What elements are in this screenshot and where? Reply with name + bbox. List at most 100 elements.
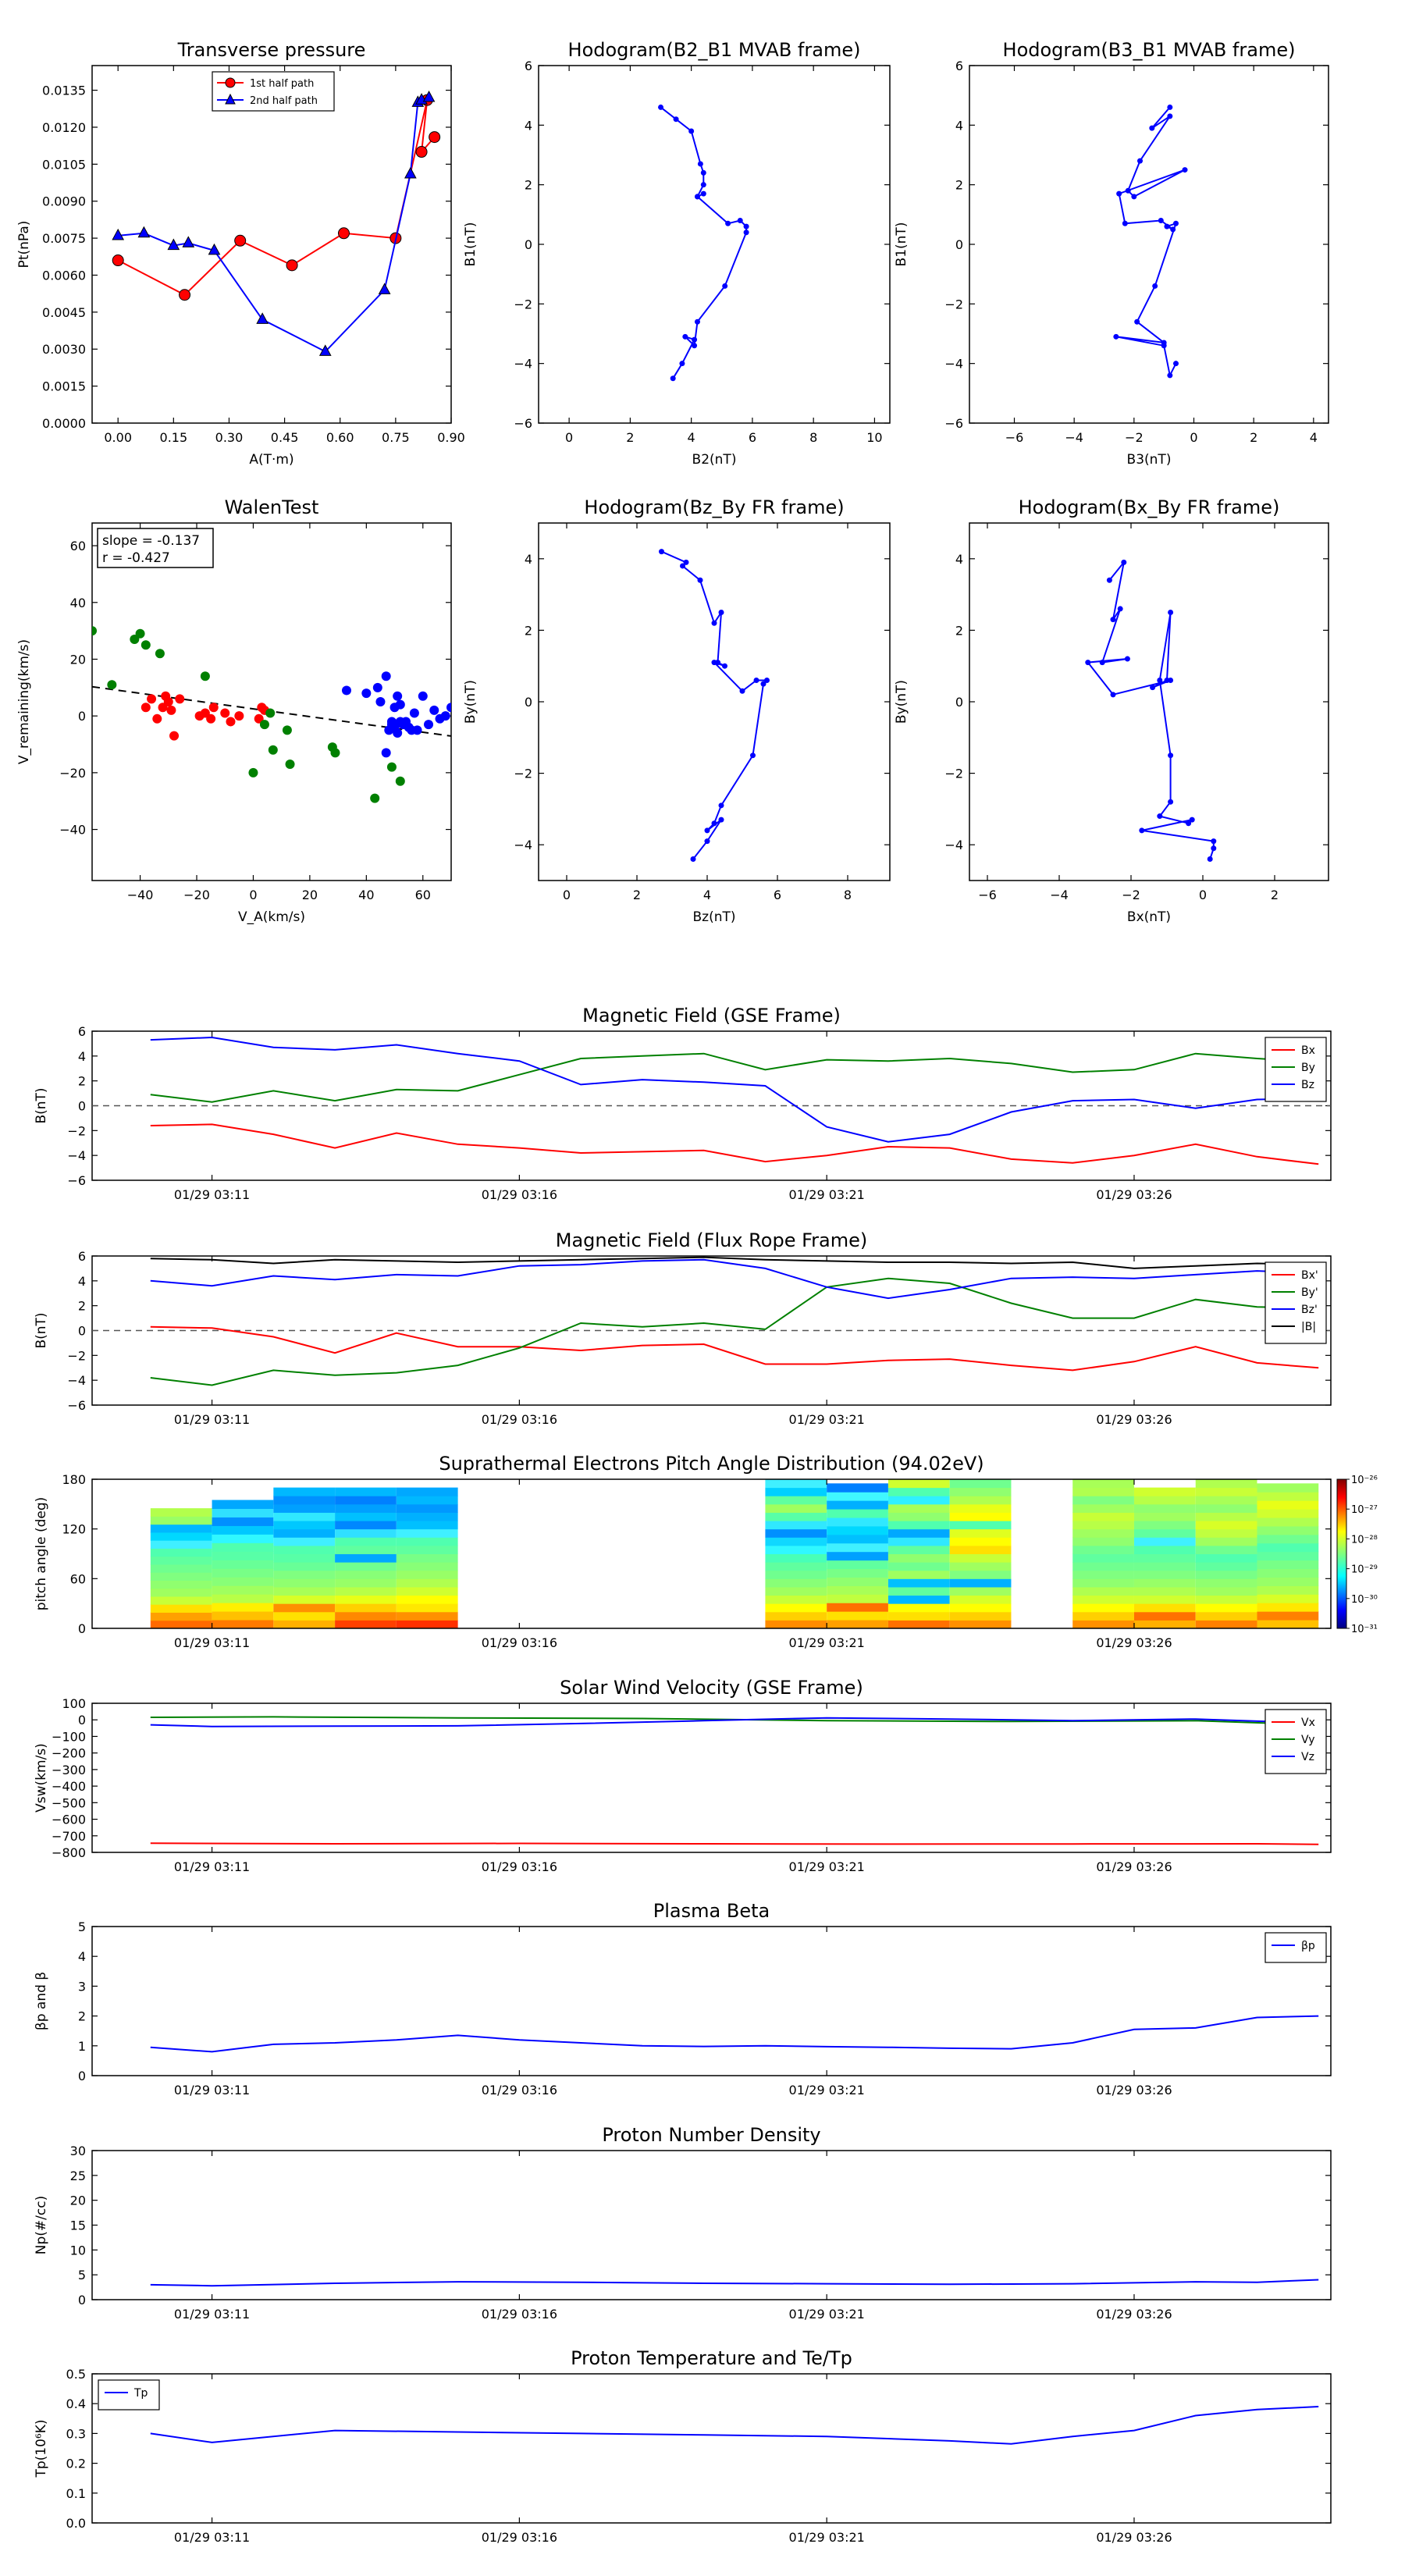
y-tick-label: −2 [514,767,532,781]
y-tick-label: 4 [78,1949,86,1964]
heatmap-cell [949,1503,1012,1513]
x-tick-label: 0.60 [326,430,354,445]
heatmap-cell [887,1603,950,1613]
y-tick-label: −4 [67,1373,86,1388]
heatmap-cell [1072,1528,1134,1538]
heatmap-cell [1072,1545,1134,1554]
data-point [1207,856,1213,863]
heatmap-cell [827,1577,888,1586]
time-series-chart: 01/29 03:11 01/29 03:16 01/29 03:21 01/29 0… [34,1900,1332,2097]
heatmap-cell [212,1568,274,1578]
x-tick-label: 0.90 [437,430,465,445]
x-tick-label: 4 [688,430,695,445]
data-point [1157,678,1163,684]
x-tick-label: −2 [1122,888,1140,902]
heatmap-cell [150,1564,212,1573]
hodogram-chart: −6 −4 −2 0 2 −4 −2 0 2 4 Hodogram(Bx_By FR frame) B… [894,496,1329,925]
heatmap-cell [949,1620,1012,1629]
data-point [429,705,439,715]
data-point [718,817,724,823]
y-tick-label: 60 [70,539,86,553]
data-point [743,229,749,236]
x-tick-label: −2 [1125,430,1144,445]
time-tick-label: 01/29 03:16 [482,1635,557,1650]
axes-frame [91,65,452,424]
heatmap-cell [827,1500,888,1510]
legend: Tp [98,2379,160,2411]
data-point [711,660,717,666]
heatmap-cell [1133,1620,1196,1629]
x-tick-label: 4 [1310,430,1318,445]
y-tick-label: 4 [955,118,963,133]
y-tick-label: 20 [70,2194,86,2208]
time-tick-label: 01/29 03:21 [789,2083,865,2097]
heatmap-cell [887,1578,950,1588]
pitch-angle-heatmap: 01/29 03:11 01/29 03:16 01/29 03:21 01/29 0… [34,1453,1378,1650]
heatmap-cell [949,1578,1012,1588]
data-point [711,820,717,827]
chart-title: Suprathermal Electrons Pitch Angle Distr… [439,1453,984,1475]
heatmap-cell [949,1545,1012,1554]
heatmap-cell [212,1594,274,1603]
data-point [1122,220,1128,226]
heatmap-cell [396,1553,458,1563]
colorbar-tick-label: 10⁻²⁸ [1351,1534,1378,1546]
data-point [234,234,247,247]
data-point [137,226,151,238]
heatmap-cell [949,1496,1012,1505]
data-point [697,577,703,583]
heatmap-cell [396,1487,458,1496]
y-tick-label: 0.0120 [42,120,86,135]
data-point [764,678,770,684]
annotation-slope: slope = -0.137 [102,533,200,549]
series-line [150,2279,1319,2287]
heatmap-cell [150,1508,212,1517]
y-tick-label: −6 [67,1398,86,1413]
y-tick-label: 180 [62,1472,86,1487]
data-point [395,699,405,710]
heatmap-cell [335,1578,397,1588]
heatmap-cell [335,1553,397,1563]
heatmap-cell [212,1551,274,1560]
chart-title: Proton Temperature and Te/Tp [571,2347,852,2369]
series-line [150,1717,1319,1727]
y-axis-label: B(nT) [34,1087,49,1123]
heatmap-cell [949,1487,1012,1496]
heatmap-cell [887,1595,950,1604]
chart-title: Proton Number Density [602,2124,820,2146]
time-tick-label: 01/29 03:21 [789,1412,865,1427]
heatmap-cell [150,1620,212,1629]
data-point [337,227,350,240]
heatmap-cell [827,1585,888,1595]
heatmap-cell [273,1521,336,1530]
heatmap-cell [1257,1603,1319,1612]
data-point [1110,692,1116,698]
heatmap-cell [1257,1500,1319,1510]
heatmap-cell [396,1595,458,1604]
legend-label: By' [1301,1286,1318,1299]
heatmap-cell [273,1578,336,1588]
y-tick-label: 5 [78,2268,86,2282]
heatmap-cell [1133,1512,1196,1521]
data-point [711,620,717,626]
heatmap-cell [396,1620,458,1629]
heatmap-cell [1195,1528,1257,1538]
heatmap-cell [1257,1542,1319,1553]
y-tick-label: −2 [514,297,532,311]
y-tick-label: 0.3 [66,2426,86,2441]
heatmap-cell [887,1586,950,1596]
y-tick-label: 0.0 [66,2516,86,2531]
data-point [440,711,450,721]
heatmap-cell [887,1537,950,1546]
data-point [381,671,391,681]
heatmap-cell [273,1537,336,1546]
time-tick-label: 01/29 03:26 [1096,2530,1172,2545]
y-tick-label: −2 [944,297,963,311]
legend-box [1264,1932,1327,1963]
heatmap-cell [765,1503,827,1513]
data-point [268,745,278,755]
time-tick-label: 01/29 03:26 [1096,2083,1172,2097]
x-tick-label: 0 [1190,430,1197,445]
x-tick-label: 0 [1199,888,1207,902]
legend-label: By [1301,1062,1315,1074]
